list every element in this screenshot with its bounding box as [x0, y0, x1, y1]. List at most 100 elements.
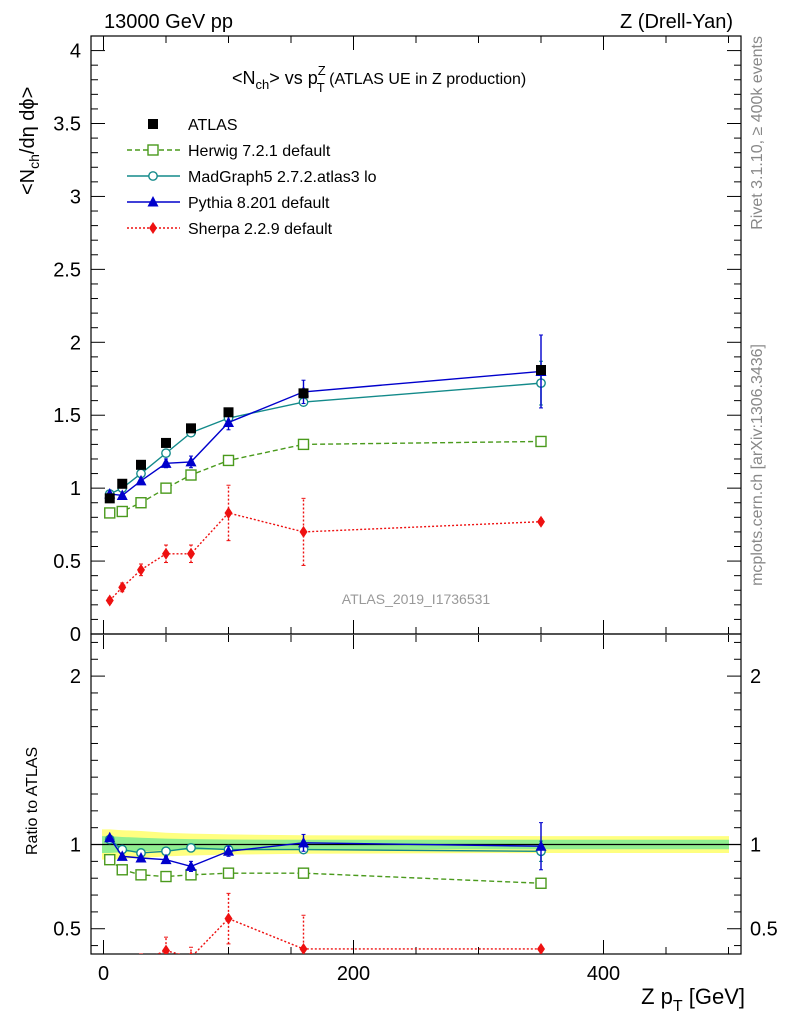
data-point	[185, 469, 197, 481]
x-axis-label: Z pT [GeV]	[641, 984, 745, 1015]
legend-marker	[147, 144, 159, 156]
x-tick-label: 0	[98, 963, 109, 985]
series-line	[109, 512, 542, 601]
legend-entry: Sherpa 2.2.9 default	[127, 221, 333, 238]
mcplots-reference-text: mcplots.cern.ch [arXiv:1306.3436]	[749, 344, 766, 586]
legend-marker	[148, 119, 158, 129]
ratio-point	[104, 831, 116, 843]
legend-label: MadGraph5 2.7.2.atlas3 lo	[188, 169, 377, 186]
legend-marker	[148, 171, 158, 181]
ratio-point	[222, 867, 235, 879]
ratio-y-tick-label-right: 0.5	[750, 919, 778, 941]
ratio-point	[185, 860, 197, 871]
ratio-point	[160, 870, 172, 883]
data-point	[160, 482, 172, 494]
data-point	[104, 493, 115, 504]
data-point	[117, 478, 128, 489]
ratio-point	[116, 864, 128, 876]
data-point	[136, 459, 146, 470]
main-y-tick-label: 3	[70, 186, 81, 208]
data-point	[116, 505, 128, 518]
main-y-tick-label: 1.5	[53, 405, 81, 427]
data-point	[161, 437, 171, 448]
legend-entry: ATLAS	[148, 117, 238, 134]
series-ratio-pythia-8-201-default	[104, 822, 547, 872]
x-tick-label: 400	[587, 963, 620, 985]
ratio-point	[160, 853, 172, 865]
data-point	[186, 423, 196, 434]
main-y-tick-label: 2	[70, 332, 81, 354]
data-point	[299, 525, 308, 538]
data-point	[118, 581, 127, 594]
data-point	[223, 407, 234, 418]
ratio-y-tick-label-right: 1	[750, 835, 761, 857]
x-tick-label: 200	[337, 963, 370, 985]
ratio-point	[297, 867, 310, 879]
legend-marker	[149, 222, 157, 234]
series-line	[109, 440, 542, 514]
ratio-point	[135, 852, 147, 863]
data-point	[104, 507, 116, 519]
legend-entry: Herwig 7.2.1 default	[127, 143, 331, 160]
data-point	[297, 438, 310, 451]
data-point	[162, 547, 170, 560]
data-point	[137, 563, 145, 576]
series-main-pythia-8-201-default	[104, 334, 547, 500]
legend-marker	[147, 196, 159, 207]
ratio-point	[137, 955, 145, 967]
data-series	[104, 334, 547, 967]
main-y-tick-label: 2.5	[53, 259, 81, 281]
header-right: Z (Drell-Yan)	[620, 11, 733, 33]
y-axis-label: <Nch/dη dϕ>	[17, 87, 42, 195]
data-point	[105, 594, 114, 607]
rivet-version-text: Rivet 3.1.10, ≥ 400k events	[749, 36, 766, 230]
series-main-sherpa-2-2-9-default	[105, 484, 545, 607]
series-line	[109, 370, 542, 497]
series-ratio-line	[155, 917, 541, 954]
data-point	[535, 435, 547, 448]
ratio-point	[537, 942, 545, 954]
legend-label: ATLAS	[188, 117, 238, 134]
ratio-point	[135, 869, 147, 881]
axis-ticks: 0 0.5 1 1.5 2 2.5 3 3.5 4 0.5 0.5 1 1 2 2 0 200 400	[53, 36, 778, 985]
ratio-y-tick-label: 2	[70, 666, 81, 688]
ratio-point	[223, 845, 234, 856]
data-point	[223, 416, 234, 428]
ratio-point	[535, 840, 547, 851]
ratio-y-tick-label: 1	[70, 835, 81, 857]
ratio-point	[104, 853, 116, 866]
series-ratio-sherpa-2-2-9-default	[137, 892, 545, 967]
ratio-point	[116, 850, 128, 861]
analysis-watermark: ATLAS_2019_I1736531	[342, 591, 491, 607]
series-main-madgraph5-2-7-2-atlas3-lo	[104, 360, 546, 499]
series-ratio-line	[109, 859, 542, 884]
main-y-tick-label: 0	[70, 624, 81, 646]
data-point	[135, 497, 147, 509]
main-y-tick-label: 0.5	[53, 551, 81, 573]
data-point	[298, 388, 309, 399]
ratio-plot-frame	[90, 633, 742, 955]
series-main-atlas	[104, 365, 546, 504]
ratio-point	[535, 877, 547, 889]
legend-label: Pythia 8.201 default	[188, 195, 330, 212]
chart-title: <Nch> vs pZ T (ATLAS UE in Z production)	[232, 63, 526, 95]
data-point	[536, 365, 546, 376]
data-point	[222, 454, 235, 467]
ratio-y-tick-label-right: 2	[750, 666, 761, 688]
header-left: 13000 GeV pp	[104, 11, 233, 33]
main-y-tick-label: 4	[70, 41, 81, 63]
data-point	[161, 448, 171, 459]
ratio-point	[162, 944, 170, 954]
legend: ATLAS Herwig 7.2.1 default MadGraph5 2.7.2…	[127, 117, 377, 238]
legend-label: Sherpa 2.2.9 default	[188, 221, 333, 238]
main-y-tick-label: 1	[70, 478, 81, 500]
main-y-tick-label: 3.5	[53, 114, 81, 136]
ratio-y-tick-label: 0.5	[53, 919, 81, 941]
ratio-point	[189, 951, 193, 954]
ratio-point	[224, 912, 233, 925]
legend-entry: Pythia 8.201 default	[127, 195, 330, 212]
data-point	[135, 474, 147, 486]
ratio-point	[186, 842, 196, 853]
series-main-herwig-7-2-1-default	[104, 435, 547, 519]
